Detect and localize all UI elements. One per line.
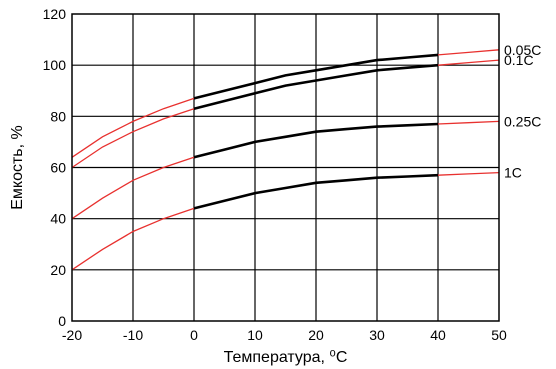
x-tick-label: 10	[247, 327, 263, 343]
series-0-1c-extrapolated-low	[71, 108, 195, 169]
x-tick-label: -20	[62, 327, 82, 343]
series-1c-extrapolated-low	[71, 207, 195, 271]
series-0-1c-extrapolated-high	[437, 59, 500, 66]
x-tick-label: 50	[491, 327, 507, 343]
series-0-1c-measured	[193, 63, 439, 110]
series-0-25c-extrapolated-low	[71, 156, 195, 220]
y-tick-label: 20	[50, 262, 66, 278]
grid	[72, 14, 499, 321]
series-label-0-05c: 0.05C	[504, 42, 541, 58]
y-tick-label: 0	[58, 313, 66, 329]
x-tick-label: 20	[308, 327, 324, 343]
series-0-25c-extrapolated-high	[437, 120, 500, 125]
curves	[71, 49, 500, 271]
series-0-05c-extrapolated-high	[437, 49, 500, 56]
series-0-25c-measured	[193, 122, 439, 159]
y-tick-label: 120	[43, 6, 67, 22]
series-0-05c-measured	[193, 53, 439, 100]
series-label-0-25c: 0.25C	[504, 113, 541, 129]
series-0-05c-extrapolated-low	[71, 97, 195, 158]
series-label-0-1c: 0.1C	[504, 52, 534, 68]
y-axis-label: Емкость, %	[9, 125, 26, 210]
y-tick-label: 40	[50, 211, 66, 227]
series-label-1c: 1C	[504, 165, 522, 181]
plot-frame	[71, 13, 500, 322]
tick-labels: -20 -10 0 10 20 30 40 50 0 20 40 60 80 100 120	[43, 6, 507, 343]
x-tick-label: 30	[369, 327, 385, 343]
x-tick-label: 40	[430, 327, 446, 343]
y-tick-label: 80	[50, 108, 66, 124]
y-tick-label: 60	[50, 160, 66, 176]
x-axis-label: Температура, ⁰С	[224, 349, 348, 366]
x-tick-label: -10	[123, 327, 143, 343]
x-tick-label: 0	[190, 327, 198, 343]
series-1c-extrapolated-high	[437, 171, 500, 176]
series-1c-measured	[193, 173, 439, 210]
y-tick-label: 100	[43, 57, 67, 73]
